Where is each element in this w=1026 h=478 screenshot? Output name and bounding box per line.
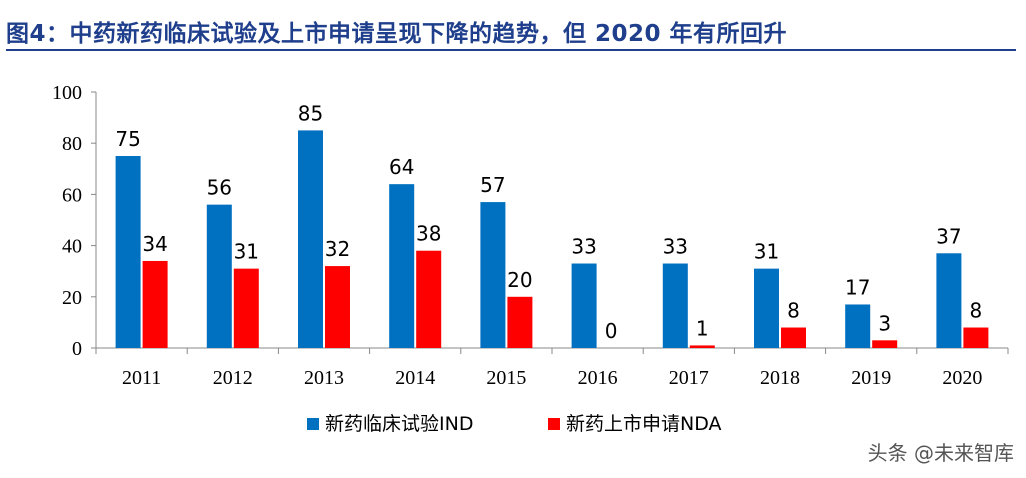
chart-legend: 新药临床试验IND 新药上市申请NDA: [307, 413, 722, 435]
y-tick-label: 60: [62, 184, 82, 206]
bar-nda: [142, 260, 168, 348]
bar-ind: [389, 184, 415, 348]
legend-label-ind: 新药临床试验IND: [325, 413, 473, 435]
data-label-ind: 37: [936, 224, 961, 248]
x-tick-label: 2019: [851, 367, 891, 389]
y-tick-label: 20: [62, 287, 82, 309]
bar-ind: [480, 202, 506, 348]
data-label-ind: 75: [115, 127, 140, 151]
bar-ind: [662, 263, 688, 348]
data-label-nda: 20: [507, 268, 532, 292]
bar-nda: [872, 340, 898, 348]
chart-bars: [115, 130, 989, 348]
data-label-nda: 1: [696, 316, 709, 340]
data-label-nda: 31: [234, 240, 259, 264]
bar-ind: [571, 263, 597, 348]
x-tick-label: 2012: [213, 367, 253, 389]
bar-nda: [233, 268, 259, 348]
bar-ind: [298, 130, 323, 348]
legend-label-nda: 新药上市申请NDA: [566, 413, 722, 435]
chart-title: 图4：中药新药临床试验及上市申请呈现下降的趋势，但 2020 年有所回升: [6, 21, 788, 47]
x-tick-label: 2018: [760, 367, 800, 389]
y-tick-label: 40: [62, 236, 82, 258]
data-label-ind: 57: [480, 173, 505, 197]
bar-ind: [936, 253, 962, 348]
data-label-ind: 85: [298, 101, 323, 125]
data-label-ind: 31: [754, 240, 779, 264]
data-label-nda: 8: [787, 299, 800, 323]
x-tick-label: 2014: [395, 367, 435, 389]
data-label-nda: 8: [970, 299, 983, 323]
x-tick-label: 2013: [304, 367, 344, 389]
bar-ind: [206, 204, 232, 348]
data-label-nda: 38: [416, 222, 441, 246]
x-tick-label: 2017: [669, 367, 709, 389]
y-tick-label: 0: [72, 338, 82, 360]
bar-nda: [689, 345, 715, 348]
y-tick-label: 80: [62, 133, 82, 155]
x-tick-label: 2011: [122, 367, 161, 389]
data-label-ind: 33: [663, 235, 688, 259]
data-label-ind: 33: [571, 235, 596, 259]
title-divider: [6, 49, 1016, 51]
data-label-ind: 64: [389, 155, 414, 179]
x-tick-label: 2015: [486, 367, 526, 389]
data-label-ind: 56: [207, 176, 232, 200]
x-tick-label: 2016: [578, 367, 618, 389]
bar-ind: [115, 156, 141, 348]
bar-ind: [754, 268, 779, 348]
bar-nda: [781, 327, 806, 348]
bar-nda: [325, 266, 350, 348]
watermark-text: 头条 @未来智库: [867, 441, 1014, 465]
legend-swatch-ind: [307, 418, 319, 430]
data-label-ind: 17: [845, 275, 870, 299]
y-tick-label: 100: [52, 82, 82, 104]
data-label-nda: 32: [325, 237, 350, 261]
data-label-nda: 3: [878, 311, 891, 335]
legend-swatch-nda: [548, 418, 560, 430]
bar-nda: [507, 296, 533, 348]
bar-nda: [416, 250, 442, 348]
bar-nda: [963, 327, 989, 348]
x-tick-label: 2020: [942, 367, 982, 389]
data-label-nda: 0: [605, 319, 618, 343]
data-label-nda: 34: [142, 232, 167, 256]
bar-ind: [845, 304, 871, 348]
